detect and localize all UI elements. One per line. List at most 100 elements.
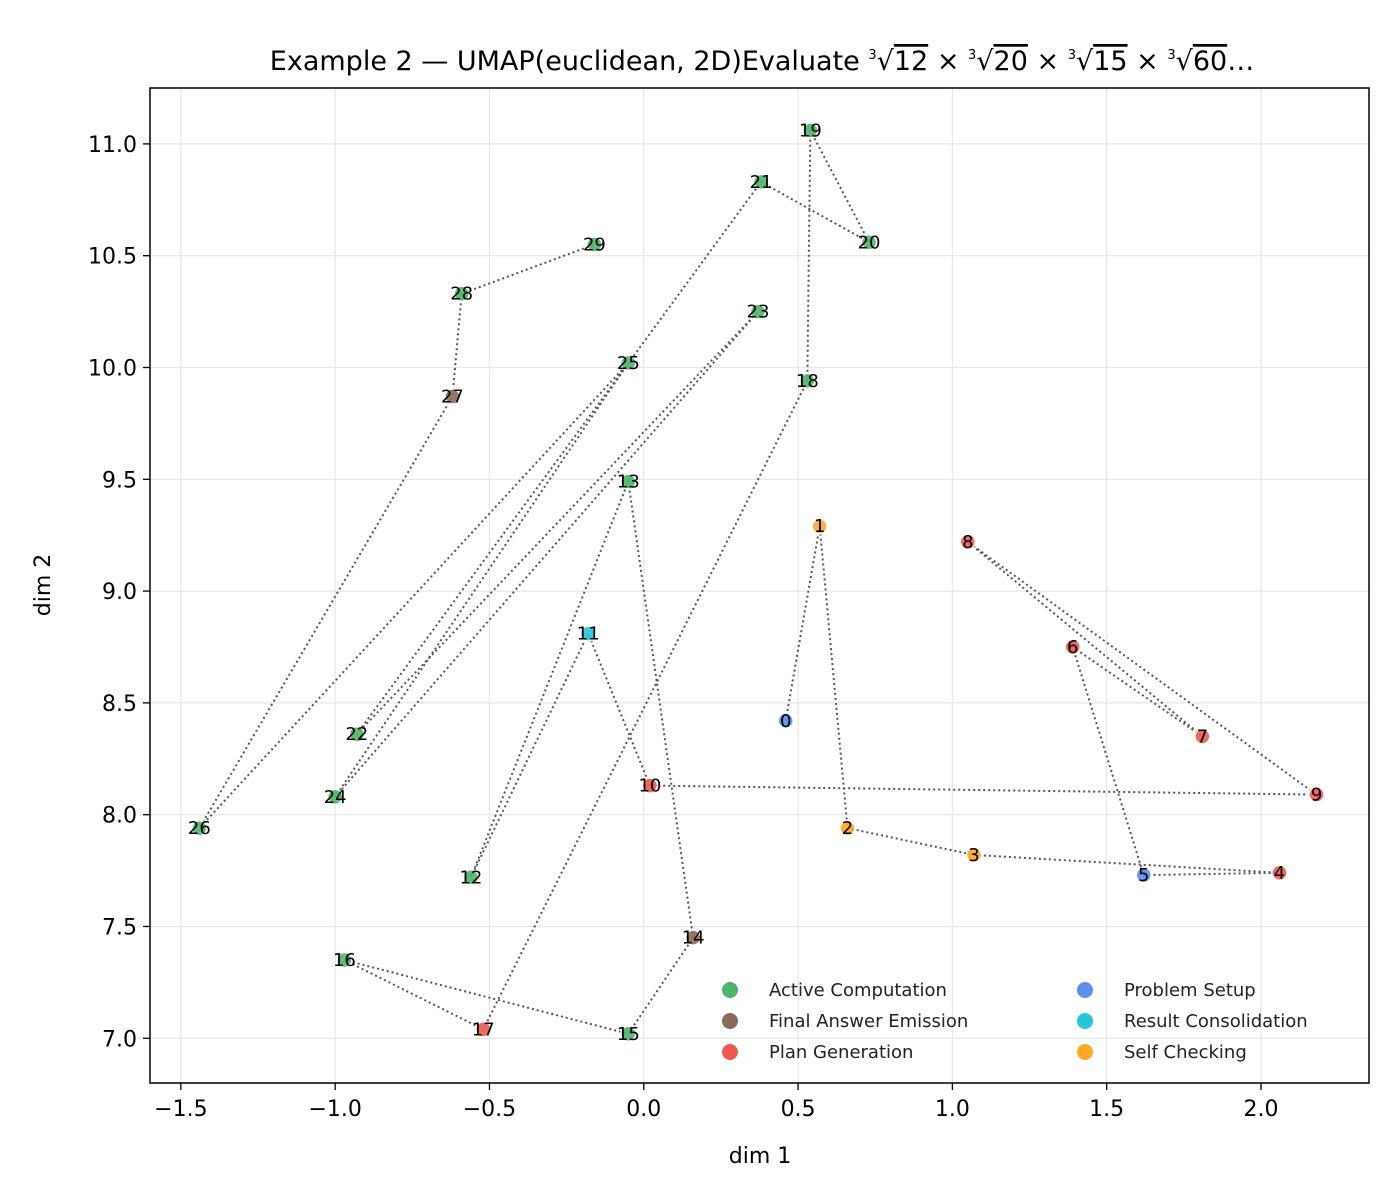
x-tick-label: 0.0 (626, 1097, 661, 1122)
title-text: Example 2 — UMAP(euclidean, 2D)Evaluate (270, 46, 869, 77)
point-label: 21 (750, 172, 773, 193)
data-point (1308, 786, 1325, 803)
root-index: 3 (1167, 48, 1175, 63)
x-tick-label: −1.5 (154, 1097, 207, 1122)
root-index: 3 (968, 48, 976, 63)
y-tick-label: 10.0 (88, 356, 137, 381)
data-point (799, 372, 816, 390)
radicand: 12 (894, 46, 928, 77)
point-label: 16 (333, 950, 356, 971)
point-label: 15 (617, 1024, 640, 1045)
y-tick-label: 8.5 (102, 692, 137, 717)
point-label: 4 (1274, 863, 1285, 884)
times-sign: × (1028, 46, 1068, 77)
data-point (326, 788, 344, 806)
y-tick-label: 10.5 (88, 245, 137, 270)
point-label: 24 (324, 787, 347, 808)
radical-sign: √ (1176, 46, 1194, 77)
point-label: 27 (441, 387, 464, 408)
data-point (1135, 866, 1152, 884)
point-label: 23 (747, 302, 770, 323)
data-point (839, 819, 856, 837)
x-tick-label: 1.5 (1089, 1097, 1124, 1122)
point-label: 18 (796, 371, 819, 392)
legend-marker (1077, 1013, 1093, 1029)
y-tick-label: 7.0 (102, 1027, 137, 1052)
data-point (684, 929, 702, 946)
legend-entry: Result Consolidation (1124, 1011, 1308, 1032)
data-point (860, 234, 878, 251)
trajectory-path (198, 130, 1320, 1035)
x-tick-label: −0.5 (463, 1097, 516, 1122)
data-point (811, 517, 828, 535)
x-tick-label: 2.0 (1243, 1097, 1278, 1122)
chart-title: Example 2 — UMAP(euclidean, 2D)Evaluate … (270, 46, 1254, 77)
legend-entry: Final Answer Emission (769, 1011, 968, 1032)
data-point (752, 173, 770, 191)
root-index: 3 (1068, 48, 1076, 63)
data-point (462, 869, 480, 886)
x-tick-label: 1.0 (935, 1097, 970, 1122)
legend-entry: Problem Setup (1124, 980, 1256, 1001)
point-label: 0 (780, 711, 791, 732)
point-label: 19 (799, 120, 822, 141)
point-label: 9 (1311, 785, 1322, 806)
y-axis-label: dim 2 (31, 554, 56, 617)
point-label: 7 (1197, 726, 1208, 747)
data-point (802, 122, 819, 139)
radical-sign: √ (877, 46, 895, 77)
point-label: 13 (617, 472, 640, 493)
point-label: 20 (858, 232, 881, 253)
y-tick-label: 7.5 (102, 915, 137, 940)
y-axis-ticks: 7.0 7.5 8.0 8.5 9.0 9.5 10.0 10.5 11.0 (88, 133, 150, 1052)
point-label: 29 (583, 235, 606, 256)
legend-marker (1077, 1044, 1093, 1060)
data-point (1064, 638, 1081, 656)
point-label: 10 (638, 776, 661, 797)
point-label: 14 (682, 928, 705, 949)
data-point (749, 303, 767, 320)
data-point (1271, 864, 1288, 882)
point-label: 1 (814, 516, 825, 537)
radical-sign: √ (1076, 46, 1094, 77)
radicand: 60 (1193, 46, 1227, 77)
x-axis-label: dim 1 (729, 1144, 792, 1169)
x-axis-ticks: −1.5 −1.0 −0.5 0.0 0.5 1.0 1.5 2.0 (154, 1083, 1278, 1122)
data-point (191, 819, 208, 837)
point-label: 26 (188, 818, 211, 839)
legend-marker (722, 1013, 738, 1029)
legend-marker (722, 1044, 738, 1060)
radicand: 20 (994, 46, 1028, 77)
legend-entry: Plan Generation (769, 1042, 913, 1063)
radical-sign: √ (976, 46, 994, 77)
title-ellipsis: … (1227, 46, 1254, 77)
data-point (620, 1025, 637, 1043)
data-point (348, 725, 366, 743)
data-point (965, 846, 983, 864)
data-point (336, 951, 353, 969)
grid-lines (150, 88, 1369, 1083)
y-tick-label: 8.0 (102, 804, 137, 829)
data-point (620, 354, 637, 372)
point-label: 12 (459, 867, 482, 888)
data-point (1194, 728, 1211, 745)
root-index: 3 (868, 48, 876, 63)
data-point (579, 625, 597, 642)
point-label: 8 (962, 532, 973, 553)
point-label: 11 (577, 624, 600, 645)
data-point (586, 236, 603, 253)
legend-entry: Active Computation (769, 980, 947, 1001)
point-label: 2 (842, 818, 853, 839)
point-label: 22 (345, 724, 368, 745)
data-point (475, 1021, 492, 1038)
data-point (444, 388, 461, 405)
radicand: 15 (1093, 46, 1127, 77)
x-tick-label: −1.0 (308, 1097, 361, 1122)
point-label: 25 (617, 353, 640, 374)
legend-entry: Self Checking (1124, 1042, 1247, 1063)
x-tick-label: 0.5 (781, 1097, 816, 1122)
trajectory-line (198, 130, 1320, 1035)
data-point (620, 473, 637, 490)
point-label: 17 (472, 1019, 495, 1040)
y-tick-label: 9.0 (102, 580, 137, 605)
